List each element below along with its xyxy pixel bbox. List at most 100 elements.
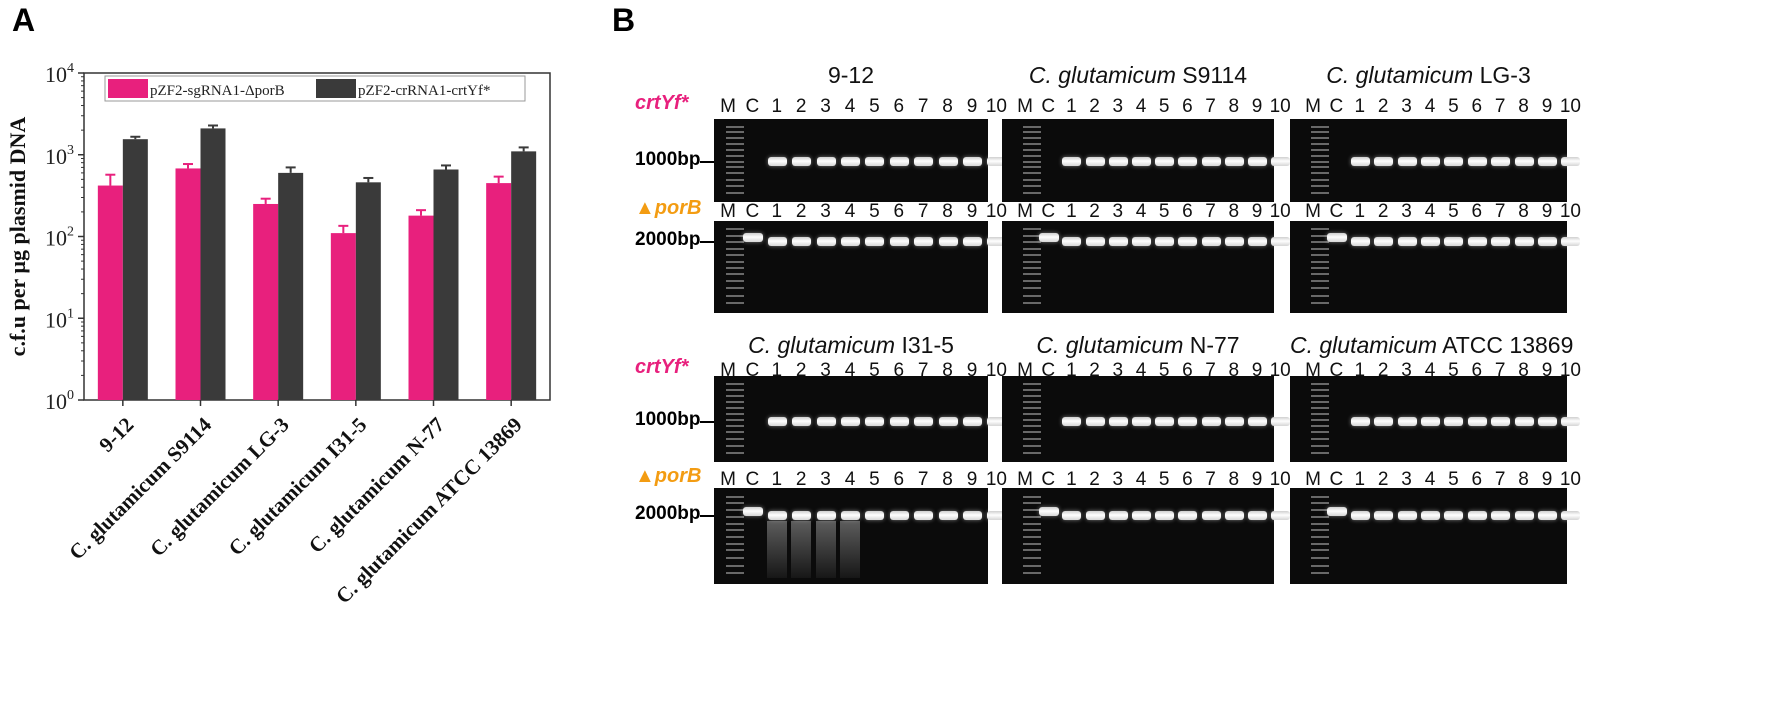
ladder-band: [1311, 161, 1329, 163]
ladder-band: [1023, 395, 1041, 397]
lane-label: 1: [1354, 469, 1366, 490]
ladder-band: [726, 438, 744, 440]
lane-smear: [766, 521, 787, 578]
pcr-band: [841, 157, 860, 166]
lane-label: 10: [1559, 96, 1581, 117]
ladder-band: [726, 496, 744, 498]
lane-label: 2: [795, 360, 807, 381]
ladder-band: [1023, 549, 1041, 551]
pcr-band: [1397, 157, 1417, 166]
lane-label: 6: [1182, 201, 1193, 222]
ladder-band: [726, 502, 744, 504]
bar-crtyf: [511, 151, 537, 400]
pcr-band: [1444, 157, 1464, 166]
lane-label: 9: [1251, 469, 1263, 490]
pcr-band: [1514, 511, 1534, 520]
gel-title: C. glutamicum LG-3: [1290, 62, 1567, 89]
ladder-band: [726, 389, 744, 391]
ladder-band: [1023, 502, 1041, 504]
ladder-band: [1311, 261, 1329, 263]
bar-chart: 100 101 102 103 104 c.f.u per µg plasmid DNA 9…: [5, 61, 551, 608]
lane-label: 8: [1228, 96, 1240, 117]
lane-label: 7: [1205, 96, 1216, 117]
lane-label: 4: [1424, 96, 1436, 117]
pcr-band: [1350, 417, 1370, 426]
lane-label: 2: [1089, 360, 1100, 381]
lane-label: 3: [1401, 360, 1412, 381]
lane-label: 6: [1182, 360, 1193, 381]
pcr-band: [767, 157, 787, 166]
gel-image: [1002, 488, 1274, 584]
ladder-band: [1311, 137, 1329, 139]
ladder-band: [1023, 126, 1041, 128]
lane-label: 9: [966, 96, 978, 117]
lane-label: M: [1305, 469, 1321, 490]
pcr-band: [1397, 417, 1417, 426]
pcr-band: [1108, 417, 1128, 426]
ladder-band: [1311, 149, 1329, 151]
lane-label: 4: [1424, 469, 1436, 490]
lane-label: 3: [820, 360, 831, 381]
pcr-band: [1132, 237, 1151, 246]
strain-name: 9-12: [827, 62, 875, 88]
bar-crtyf: [278, 172, 304, 400]
pcr-band: [1132, 417, 1151, 426]
pcr-band: [865, 511, 885, 520]
lane-label: 8: [942, 96, 953, 117]
ladder-band: [1311, 302, 1329, 304]
lane-label: 5: [869, 96, 880, 117]
lane-label: 5: [869, 201, 880, 222]
lane-label: 5: [869, 469, 880, 490]
lane-label: M: [720, 360, 736, 381]
legend-label: pZF2-crRNA1-crtYf*: [358, 83, 490, 99]
ladder-band: [726, 143, 744, 145]
lane-label: 9: [1541, 201, 1553, 222]
lane-label: 5: [1158, 360, 1170, 381]
pcr-band: [938, 511, 958, 520]
ladder-band: [726, 126, 744, 128]
pcr-band: [987, 511, 1007, 520]
bar-crtyf: [433, 169, 459, 400]
organism-name: C. glutamicum: [1326, 62, 1474, 88]
lane-label: 9: [966, 360, 978, 381]
ladder-band: [1311, 496, 1329, 498]
y-tick-label: 103: [45, 143, 74, 169]
ladder-band: [1023, 407, 1041, 409]
ladder-band: [1311, 287, 1329, 289]
lane-label: 4: [844, 360, 856, 381]
lane-label: 6: [1182, 96, 1193, 117]
ladder-band: [1023, 302, 1041, 304]
pcr-band: [767, 417, 787, 426]
lane-label: 6: [893, 469, 905, 490]
ladder-band: [1311, 155, 1329, 157]
ladder-band: [726, 185, 744, 187]
pcr-band: [1178, 417, 1198, 426]
ladder-band: [1311, 172, 1329, 174]
pcr-band: [1561, 511, 1581, 520]
pcr-band: [1155, 511, 1175, 520]
ladder-band: [726, 401, 744, 403]
lane-label: 10: [1559, 469, 1581, 490]
ladder-band: [1311, 192, 1329, 194]
ladder-band: [1311, 536, 1329, 538]
lane-label: C: [1041, 201, 1056, 222]
ladder-band: [726, 425, 744, 427]
lane-label: 5: [1448, 469, 1459, 490]
lane-label: C: [1041, 469, 1056, 490]
bar-porb: [175, 168, 201, 400]
pcr-band: [914, 157, 934, 166]
pcr-band: [1444, 417, 1464, 426]
ladder-band: [1023, 179, 1041, 181]
plot-frame: [83, 72, 551, 401]
pcr-band: [914, 511, 934, 520]
pcr-band: [1561, 237, 1581, 246]
strain-name: ATCC 13869: [1442, 332, 1574, 358]
lane-label: 6: [893, 360, 905, 381]
lane-smear: [791, 521, 812, 578]
ladder-band: [1023, 261, 1041, 263]
lane-label: 8: [1518, 360, 1529, 381]
pcr-band: [1224, 157, 1244, 166]
lane-label: 10: [985, 360, 1007, 381]
pcr-band: [1085, 417, 1105, 426]
ladder-band: [726, 172, 744, 174]
